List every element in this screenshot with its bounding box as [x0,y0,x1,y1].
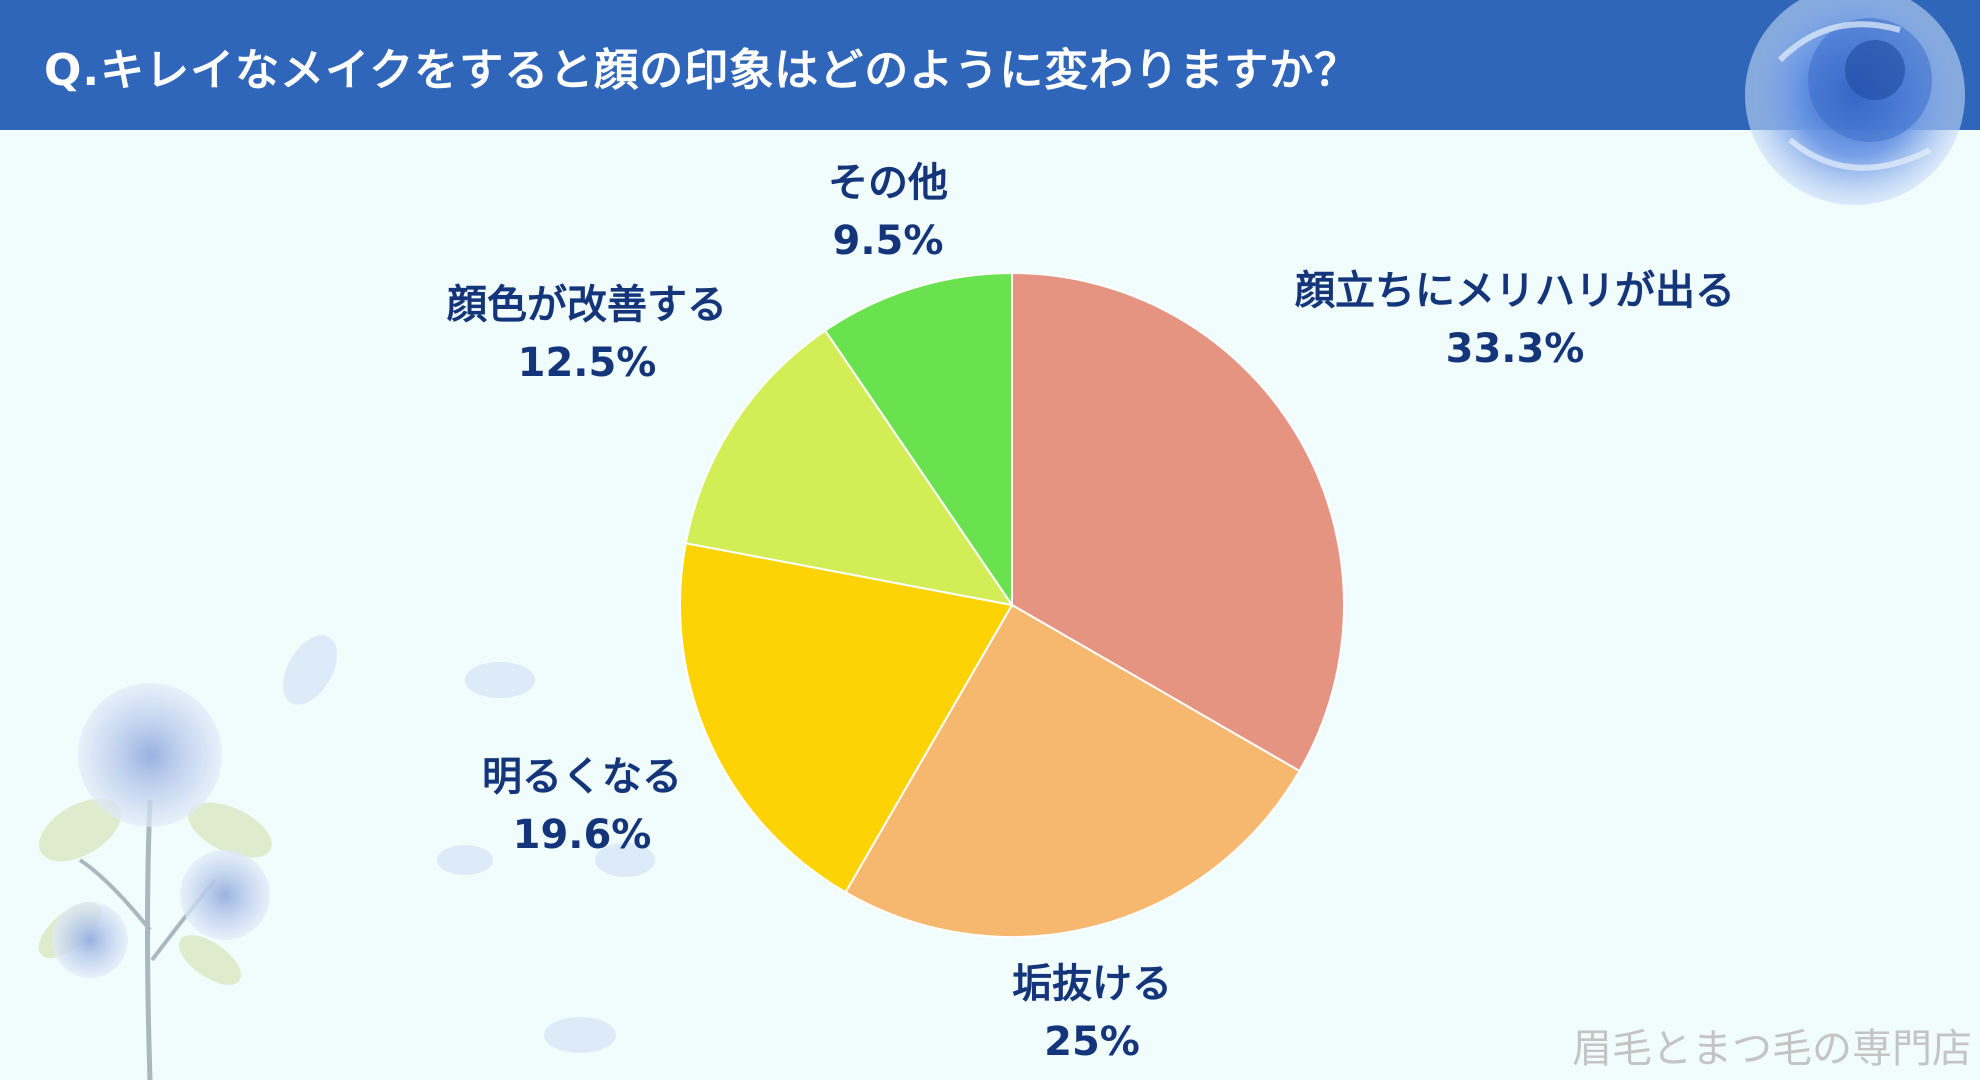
slice-label-2: 垢抜ける 25% [1012,955,1172,1071]
slice-percentage: 33.3% [1445,326,1585,372]
slice-label-1: 顔立ちにメリハリが出る 33.3% [1295,262,1735,378]
slice-percentage: 9.5% [832,218,944,264]
slice-name: 明るくなる [482,754,682,800]
pie-slice-4 [684,329,1015,607]
pie-slice-5 [823,271,1013,609]
header-bar: Q.キレイなメイクをすると顔の印象はどのように変わりますか？ [0,0,1980,130]
rose-bottom-left-icon [38,635,655,1080]
slice-percentage: 25% [1044,1019,1140,1065]
pie-slice-2 [844,603,1301,938]
slice-label-3: 明るくなる 19.6% [482,748,682,864]
slice-percentage: 12.5% [517,340,657,386]
chart-title: Q.キレイなメイクをすると顔の印象はどのように変わりますか？ [44,45,1360,96]
slice-name: 垢抜ける [1012,961,1172,1007]
pie-slice-1 [1011,271,1345,773]
pie-slice-3 [679,542,1014,894]
slice-label-4: 顔色が改善する 12.5% [447,276,727,392]
rose-top-right-icon [1745,0,1965,205]
slice-name: その他 [828,160,948,206]
watermark-text: 眉毛とまつ毛の専門店 [1572,1026,1972,1072]
slice-percentage: 19.6% [512,812,652,858]
slice-name: 顔立ちにメリハリが出る [1295,268,1735,314]
slice-name: 顔色が改善する [447,282,727,328]
slice-label-5: その他 9.5% [828,154,948,270]
